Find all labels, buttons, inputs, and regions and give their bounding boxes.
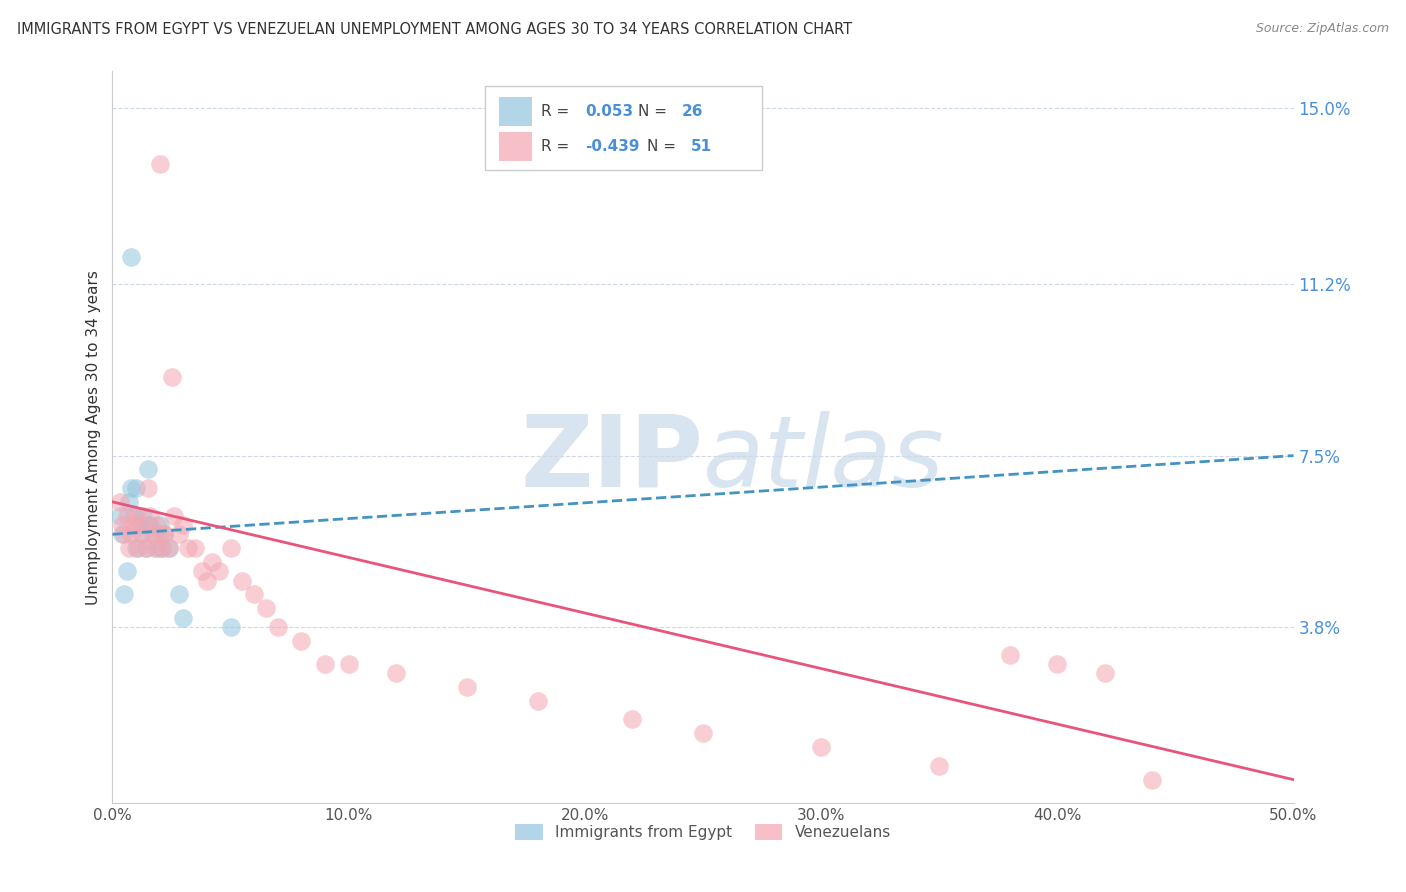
Text: N =: N = xyxy=(638,104,672,120)
Text: ZIP: ZIP xyxy=(520,410,703,508)
Point xyxy=(149,518,172,533)
Point xyxy=(136,518,159,533)
Point xyxy=(146,541,169,556)
Point xyxy=(125,481,148,495)
Point xyxy=(118,541,141,556)
Point xyxy=(157,541,180,556)
Point xyxy=(1140,772,1163,787)
Point xyxy=(314,657,336,671)
Legend: Immigrants from Egypt, Venezuelans: Immigrants from Egypt, Venezuelans xyxy=(509,818,897,847)
Text: R =: R = xyxy=(541,139,574,154)
Bar xyxy=(499,132,531,161)
Point xyxy=(928,758,950,772)
Point xyxy=(122,508,145,523)
Point xyxy=(219,541,242,556)
Point xyxy=(111,527,134,541)
Point xyxy=(157,541,180,556)
Point xyxy=(150,541,173,556)
Point xyxy=(172,610,194,624)
Point xyxy=(172,518,194,533)
Point xyxy=(120,527,142,541)
Point xyxy=(254,601,277,615)
Text: -0.439: -0.439 xyxy=(585,139,640,154)
Point xyxy=(111,518,134,533)
Point xyxy=(112,587,135,601)
Point xyxy=(177,541,200,556)
Point xyxy=(208,565,231,579)
Y-axis label: Unemployment Among Ages 30 to 34 years: Unemployment Among Ages 30 to 34 years xyxy=(86,269,101,605)
Point xyxy=(143,541,166,556)
Point xyxy=(122,518,145,533)
Point xyxy=(136,481,159,495)
Point xyxy=(184,541,207,556)
Point xyxy=(139,518,162,533)
Text: atlas: atlas xyxy=(703,410,945,508)
Point xyxy=(139,508,162,523)
Bar xyxy=(499,97,531,126)
Point xyxy=(153,527,176,541)
Point xyxy=(267,620,290,634)
Point xyxy=(456,680,478,694)
Point xyxy=(219,620,242,634)
Text: 26: 26 xyxy=(682,104,703,120)
Point xyxy=(125,541,148,556)
Point xyxy=(108,495,131,509)
Point xyxy=(526,694,548,708)
Point xyxy=(127,541,149,556)
Point xyxy=(692,726,714,740)
Point xyxy=(337,657,360,671)
Point xyxy=(127,518,149,533)
Point xyxy=(243,587,266,601)
Point xyxy=(143,527,166,541)
Point xyxy=(195,574,218,588)
Point xyxy=(108,508,131,523)
Point xyxy=(1094,666,1116,681)
Point xyxy=(129,518,152,533)
Point xyxy=(132,508,155,523)
Point xyxy=(136,462,159,476)
Point xyxy=(290,633,312,648)
Point xyxy=(1046,657,1069,671)
Text: IMMIGRANTS FROM EGYPT VS VENEZUELAN UNEMPLOYMENT AMONG AGES 30 TO 34 YEARS CORRE: IMMIGRANTS FROM EGYPT VS VENEZUELAN UNEM… xyxy=(17,22,852,37)
Point xyxy=(129,527,152,541)
Point xyxy=(160,370,183,384)
Point xyxy=(621,713,644,727)
Point xyxy=(120,250,142,264)
Point xyxy=(153,527,176,541)
Point xyxy=(150,541,173,556)
Point xyxy=(146,518,169,533)
Text: 0.053: 0.053 xyxy=(585,104,633,120)
Point xyxy=(191,565,214,579)
Point xyxy=(149,527,172,541)
Point xyxy=(132,527,155,541)
Point xyxy=(115,508,138,523)
Point xyxy=(201,555,224,569)
Point xyxy=(149,157,172,171)
Point xyxy=(112,527,135,541)
Text: R =: R = xyxy=(541,104,574,120)
Point xyxy=(231,574,253,588)
Point xyxy=(118,495,141,509)
FancyBboxPatch shape xyxy=(485,86,762,170)
Text: Source: ZipAtlas.com: Source: ZipAtlas.com xyxy=(1256,22,1389,36)
Point xyxy=(810,740,832,755)
Point xyxy=(167,527,190,541)
Text: N =: N = xyxy=(648,139,682,154)
Point xyxy=(120,481,142,495)
Point xyxy=(135,541,157,556)
Point xyxy=(142,527,165,541)
Point xyxy=(998,648,1021,662)
Point xyxy=(125,508,148,523)
Point xyxy=(167,587,190,601)
Point xyxy=(135,541,157,556)
Point xyxy=(115,565,138,579)
Text: 51: 51 xyxy=(692,139,713,154)
Point xyxy=(163,508,186,523)
Point xyxy=(385,666,408,681)
